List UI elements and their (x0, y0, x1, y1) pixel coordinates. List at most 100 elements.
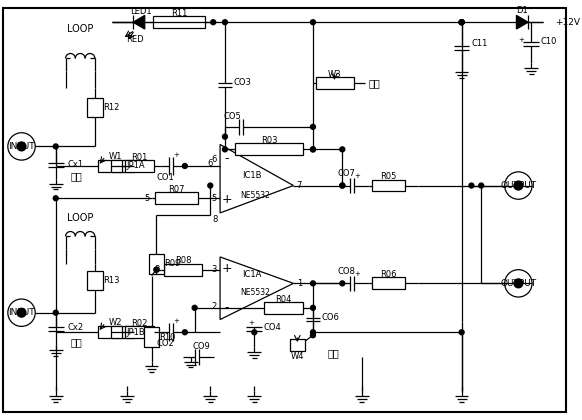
Circle shape (211, 20, 216, 25)
Circle shape (311, 147, 315, 152)
Text: C10: C10 (541, 37, 557, 46)
Circle shape (208, 183, 213, 188)
Circle shape (222, 147, 228, 152)
Text: IC1B: IC1B (242, 171, 261, 180)
Text: R01: R01 (131, 153, 148, 162)
Bar (164, 264, 203, 276)
Bar (372, 278, 405, 289)
Circle shape (8, 133, 35, 160)
Text: R12: R12 (102, 103, 119, 112)
Text: OUTPUT: OUTPUT (501, 279, 537, 288)
Bar (87, 270, 102, 290)
Bar (87, 97, 102, 117)
Bar (125, 160, 154, 172)
Circle shape (479, 183, 484, 188)
Text: C11: C11 (471, 39, 488, 48)
Circle shape (514, 181, 523, 190)
Text: LOOP: LOOP (67, 24, 93, 34)
Text: 6: 6 (211, 155, 217, 164)
Circle shape (311, 20, 315, 25)
Text: +: + (354, 270, 360, 277)
Circle shape (340, 183, 345, 188)
Circle shape (459, 20, 464, 25)
Circle shape (311, 333, 315, 338)
Text: R09: R09 (164, 259, 180, 268)
Text: +: + (173, 152, 179, 158)
Circle shape (182, 163, 187, 168)
Polygon shape (220, 144, 293, 213)
Text: CO2: CO2 (157, 339, 174, 349)
Text: 2: 2 (212, 302, 217, 311)
Bar (264, 302, 303, 314)
Text: +: + (519, 37, 524, 43)
Circle shape (459, 330, 464, 335)
Text: CO8: CO8 (338, 267, 355, 276)
Circle shape (54, 144, 58, 149)
Bar (111, 326, 122, 338)
Circle shape (154, 267, 159, 272)
Text: Cx2: Cx2 (68, 323, 84, 332)
Circle shape (311, 147, 315, 152)
Bar (235, 144, 303, 155)
Bar (98, 160, 134, 172)
Text: JP1B: JP1B (126, 328, 145, 337)
Text: +: + (173, 318, 179, 325)
Text: 音調: 音調 (369, 78, 381, 88)
Text: CO6: CO6 (322, 313, 340, 322)
Text: -: - (225, 301, 229, 314)
Bar (316, 77, 354, 89)
Text: 音調: 音調 (328, 348, 339, 358)
Text: 5: 5 (212, 194, 217, 203)
Text: +: + (222, 193, 232, 206)
Circle shape (311, 305, 315, 310)
Text: 5: 5 (144, 194, 150, 203)
Text: CO1: CO1 (157, 173, 174, 182)
Polygon shape (133, 16, 145, 29)
Circle shape (514, 279, 523, 288)
Circle shape (459, 20, 464, 25)
Text: 8: 8 (212, 215, 218, 224)
Circle shape (17, 308, 26, 317)
Text: 1: 1 (297, 279, 302, 288)
Text: R07: R07 (168, 185, 184, 194)
Circle shape (222, 134, 228, 139)
Text: INPUT: INPUT (8, 308, 35, 317)
Text: W1: W1 (109, 152, 123, 161)
Circle shape (469, 183, 474, 188)
Circle shape (340, 281, 345, 286)
Bar (152, 16, 205, 28)
Text: R11: R11 (171, 9, 187, 18)
Polygon shape (220, 257, 293, 320)
Text: R04: R04 (275, 294, 292, 304)
Bar (155, 192, 197, 204)
Text: CO9: CO9 (193, 342, 210, 352)
Circle shape (340, 183, 345, 188)
Text: LOOP: LOOP (67, 213, 93, 223)
Bar (125, 326, 154, 338)
Text: R03: R03 (261, 136, 277, 145)
Text: R05: R05 (380, 172, 396, 181)
Circle shape (459, 20, 464, 25)
Circle shape (154, 267, 159, 272)
Text: R06: R06 (380, 270, 396, 279)
Text: W2: W2 (109, 318, 123, 327)
Text: R02: R02 (131, 319, 148, 328)
Circle shape (8, 299, 35, 326)
Polygon shape (516, 16, 528, 29)
Text: D1: D1 (516, 6, 528, 15)
Bar (111, 160, 122, 172)
Circle shape (252, 330, 257, 335)
Text: 3: 3 (154, 265, 159, 274)
Text: LED1: LED1 (130, 7, 152, 16)
Text: NE5532: NE5532 (240, 191, 269, 200)
Text: OUTPUT: OUTPUT (501, 181, 537, 190)
Text: 7: 7 (297, 181, 302, 190)
Circle shape (192, 305, 197, 310)
Bar (289, 339, 305, 351)
Circle shape (17, 142, 26, 151)
Circle shape (222, 20, 228, 25)
Text: R13: R13 (102, 276, 119, 285)
Text: 3: 3 (211, 265, 217, 274)
Text: 音量: 音量 (70, 337, 82, 347)
Text: R10: R10 (159, 333, 176, 341)
